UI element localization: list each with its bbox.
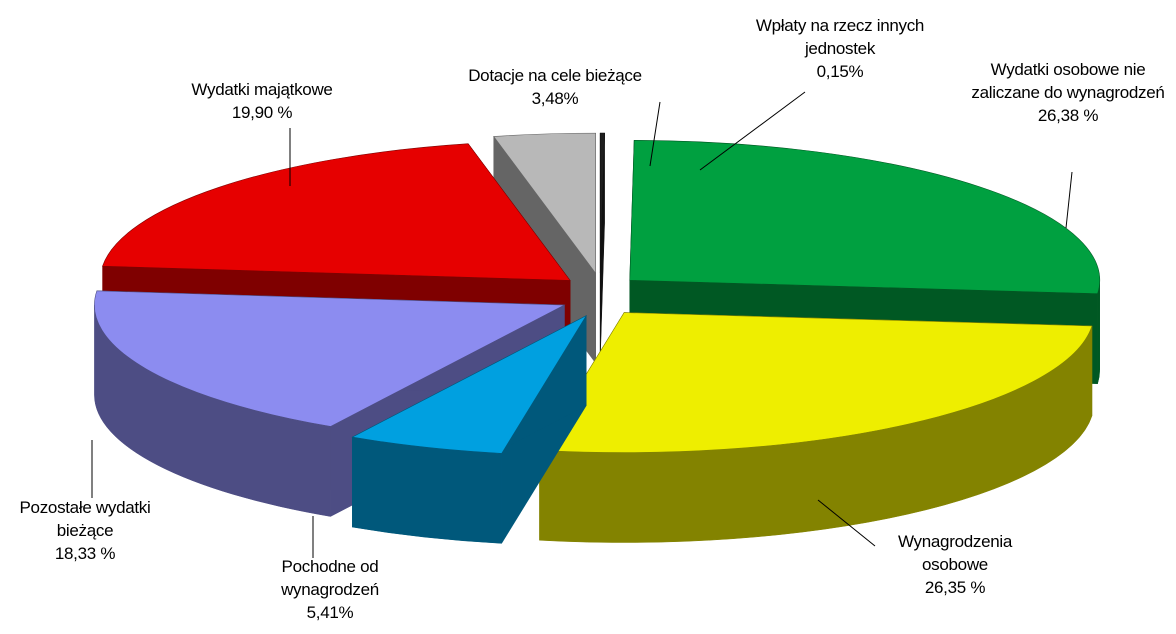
leader-line (817, 499, 876, 547)
value-label: 0,15% (816, 62, 864, 81)
slice (102, 143, 571, 281)
value-label: 26,35 % (924, 578, 986, 597)
slice-wall (352, 436, 502, 544)
value-label: 19,90 % (231, 103, 293, 122)
slice-label: Pochodne od wynagrodzeń 5,41% (255, 555, 405, 624)
value-label: 26,38 % (1037, 106, 1099, 125)
value-label: 5,41% (306, 603, 354, 622)
category-label: Wydatki osobowe nie zaliczane do wynagro… (971, 60, 1165, 102)
value-label: 3,48% (531, 89, 579, 108)
leader-line (1065, 171, 1073, 229)
category-label: Wydatki majątkowe (191, 80, 333, 99)
category-label: Pozostałe wydatki bieżące (19, 498, 151, 540)
slice-label: Wydatki osobowe nie zaliczane do wynagro… (963, 58, 1173, 127)
slice (351, 314, 588, 454)
leader-line (699, 91, 806, 171)
slice-label: Wynagrodzenia osobowe 26,35 % (870, 530, 1040, 599)
slice (629, 139, 1100, 295)
category-label: Wynagrodzenia osobowe (897, 532, 1013, 574)
slice-label: Dotacje na cele bieżące 3,48% (425, 64, 685, 110)
slice-label: Wpłaty na rzecz innych jednostek 0,15% (720, 14, 960, 83)
slice (493, 132, 596, 275)
slice-label: Wydatki majątkowe 19,90 % (147, 78, 377, 124)
slice-label: Pozostałe wydatki bieżące 18,33 % (0, 496, 170, 565)
slice (94, 290, 566, 427)
category-label: Dotacje na cele bieżące (468, 66, 642, 85)
slice (539, 312, 1093, 453)
value-label: 18,33 % (54, 544, 116, 563)
category-label: Wpłaty na rzecz innych jednostek (755, 16, 925, 58)
leader-line (649, 101, 661, 167)
slice-wall (1097, 280, 1100, 384)
category-label: Pochodne od wynagrodzeń (281, 557, 379, 599)
slice (599, 132, 605, 274)
